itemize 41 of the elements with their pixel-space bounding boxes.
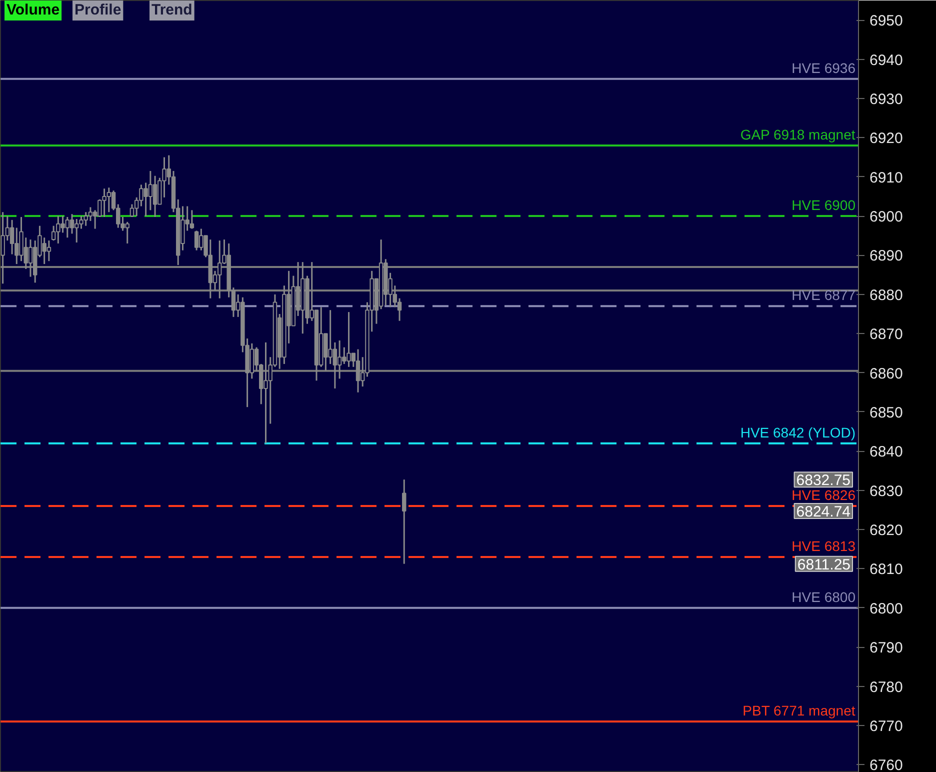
y-tick-label: 6950 <box>870 12 903 30</box>
annotation: Trend <box>152 2 192 18</box>
ref-line-label: HVE 6900 <box>792 197 856 214</box>
ref-line-label: PBT 6771 magnet <box>742 702 856 719</box>
candlestick <box>402 478 406 565</box>
annotation: 6832.75 <box>796 472 851 490</box>
y-tick-label: 6840 <box>870 444 903 461</box>
annotation: 6824.74 <box>796 503 851 520</box>
y-tick-label: 6870 <box>870 326 903 344</box>
candlestick <box>28 238 33 278</box>
y-tick-label: 6860 <box>870 365 903 382</box>
y-tick-label: 6780 <box>870 678 903 696</box>
annotation: 6811.25 <box>797 556 850 574</box>
y-tick-label: 6830 <box>870 482 903 500</box>
ref-line-label: HVE 6826 <box>792 487 856 504</box>
annotation: Volume <box>6 2 60 18</box>
y-tick-label: 6770 <box>870 718 903 735</box>
y-tick-label: 6930 <box>870 90 903 108</box>
candlestick <box>130 204 134 218</box>
y-tick-label: 6940 <box>870 52 903 69</box>
ref-line-label: HVE 6936 <box>792 60 856 76</box>
candlestick <box>70 213 74 234</box>
y-tick-label: 6880 <box>870 286 903 304</box>
annotation: Profile <box>74 2 122 18</box>
y-tick-label: 6800 <box>870 600 903 618</box>
ref-line-label: HVE 6877 <box>792 287 856 304</box>
y-tick-label: 6910 <box>870 169 903 186</box>
y-tick-label: 6920 <box>870 130 903 148</box>
candlestick <box>356 348 360 394</box>
y-tick-label: 6810 <box>870 561 903 578</box>
ref-line-label: GAP 6918 magnet <box>740 126 856 142</box>
candlestick <box>397 298 402 322</box>
ref-line-label: HVE 6813 <box>792 538 856 554</box>
ref-line-label: HVE 6800 <box>792 588 856 605</box>
y-tick-label: 6900 <box>870 208 903 226</box>
y-tick-label: 6820 <box>870 522 903 540</box>
y-tick-label: 6790 <box>870 640 903 657</box>
y-tick-label: 6850 <box>870 404 903 422</box>
y-tick-label: 6760 <box>870 757 903 772</box>
ref-line-label: HVE 6842 (YLOD) <box>740 424 856 440</box>
y-tick-label: 6890 <box>870 248 903 265</box>
